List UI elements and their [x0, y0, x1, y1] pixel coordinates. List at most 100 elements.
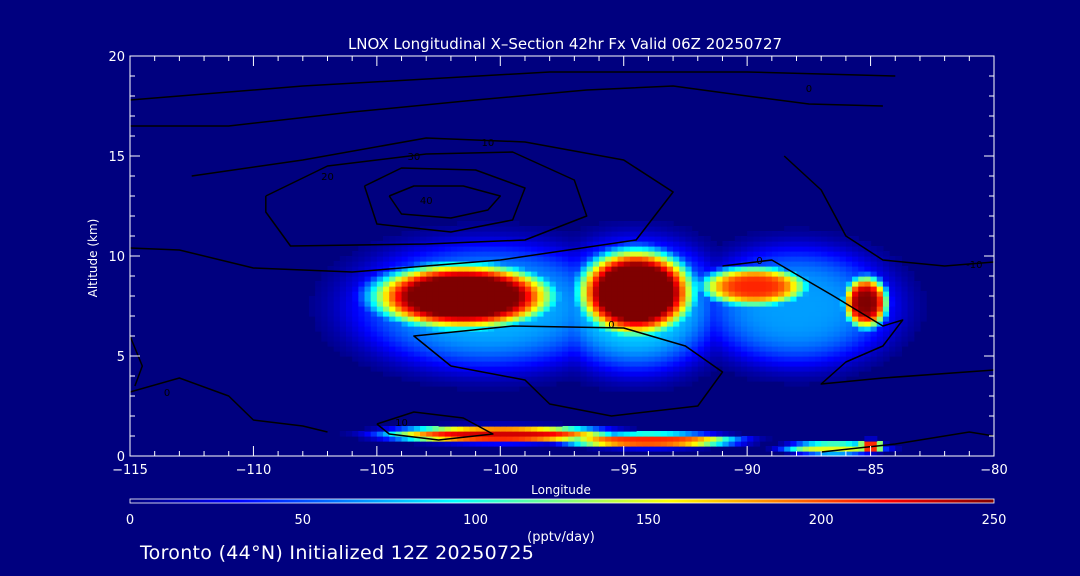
field-cell: [796, 381, 804, 387]
field-cell: [401, 301, 409, 307]
field-cell: [426, 251, 433, 257]
field-cell: [524, 376, 532, 382]
field-cell: [463, 291, 471, 297]
field-cell: [901, 276, 909, 282]
field-cell: [716, 436, 724, 442]
field-cell: [592, 371, 600, 377]
field-cell: [531, 296, 538, 302]
contour-label: 40: [420, 196, 433, 207]
field-cell: [636, 226, 643, 232]
field-cell: [450, 301, 458, 307]
field-cell: [592, 326, 600, 332]
field-cell: [457, 316, 464, 322]
field-cell: [605, 446, 612, 452]
field-cell: [722, 276, 730, 282]
field-cell: [327, 311, 335, 317]
field-cell: [617, 266, 625, 272]
field-cell: [605, 306, 612, 312]
field-cell: [494, 386, 501, 392]
field-cell: [660, 256, 668, 262]
field-cell: [852, 371, 859, 377]
field-cell: [395, 301, 403, 307]
contour-line: [265, 151, 588, 247]
field-cell: [432, 311, 440, 317]
field-cell: [444, 431, 452, 437]
field-cell: [882, 291, 890, 297]
field-cell: [580, 291, 588, 297]
field-cell: [531, 366, 538, 372]
field-cell: [833, 321, 841, 327]
field-cell: [734, 296, 742, 302]
field-cell: [666, 371, 674, 377]
field-cell: [574, 336, 582, 342]
field-cell: [802, 331, 810, 337]
field-cell: [815, 441, 822, 447]
field-cell: [753, 236, 761, 242]
field-cell: [815, 451, 822, 457]
field-cell: [562, 366, 569, 372]
field-cell: [747, 341, 754, 347]
field-cell: [821, 261, 828, 267]
field-cell: [759, 356, 767, 362]
field-cell: [722, 296, 730, 302]
field-cell: [543, 356, 551, 362]
field-cell: [778, 311, 785, 317]
field-cell: [346, 286, 353, 292]
field-cell: [660, 281, 668, 287]
contour-line: [821, 431, 995, 453]
field-cell: [580, 316, 588, 322]
field-cell: [592, 246, 600, 252]
field-cell: [660, 301, 668, 307]
field-cell: [623, 341, 631, 347]
field-cell: [543, 316, 551, 322]
field-cell: [401, 431, 409, 437]
field-cell: [383, 271, 390, 277]
field-cell: [636, 436, 643, 442]
field-cell: [444, 231, 452, 237]
field-cell: [413, 246, 421, 252]
field-cell: [346, 296, 353, 302]
field-cell: [642, 236, 649, 242]
field-cell: [543, 306, 551, 312]
field-cell: [420, 381, 427, 387]
field-cell: [500, 281, 508, 287]
field-cell: [734, 336, 742, 342]
field-cell: [506, 251, 514, 257]
field-cell: [864, 321, 872, 327]
field-cell: [673, 231, 680, 237]
field-cell: [611, 426, 619, 432]
field-cell: [734, 246, 742, 252]
field-cell: [395, 426, 403, 432]
field-cell: [383, 291, 390, 297]
field-cell: [648, 266, 656, 272]
field-cell: [512, 386, 520, 392]
field-cell: [469, 286, 477, 292]
field-cell: [555, 431, 563, 437]
field-cell: [895, 296, 903, 302]
field-cell: [346, 271, 353, 277]
x-tick-label: −85: [857, 463, 884, 478]
field-cell: [654, 356, 662, 362]
field-cell: [426, 306, 433, 312]
field-cell: [444, 426, 452, 432]
field-cell: [457, 301, 464, 307]
field-cell: [796, 256, 804, 262]
field-cell: [413, 281, 421, 287]
field-cell: [592, 251, 600, 257]
field-cell: [784, 446, 791, 452]
field-cell: [778, 376, 785, 382]
field-cell: [463, 356, 471, 362]
field-cell: [370, 436, 378, 442]
field-cell: [858, 251, 865, 257]
field-cell: [858, 346, 865, 352]
field-cell: [605, 346, 612, 352]
field-cell: [728, 241, 736, 247]
field-cell: [574, 321, 582, 327]
field-cell: [592, 231, 600, 237]
field-cell: [654, 221, 662, 227]
field-cell: [734, 341, 742, 347]
field-cell: [420, 356, 427, 362]
field-cell: [475, 306, 483, 312]
field-cell: [679, 286, 687, 292]
field-cell: [463, 281, 471, 287]
